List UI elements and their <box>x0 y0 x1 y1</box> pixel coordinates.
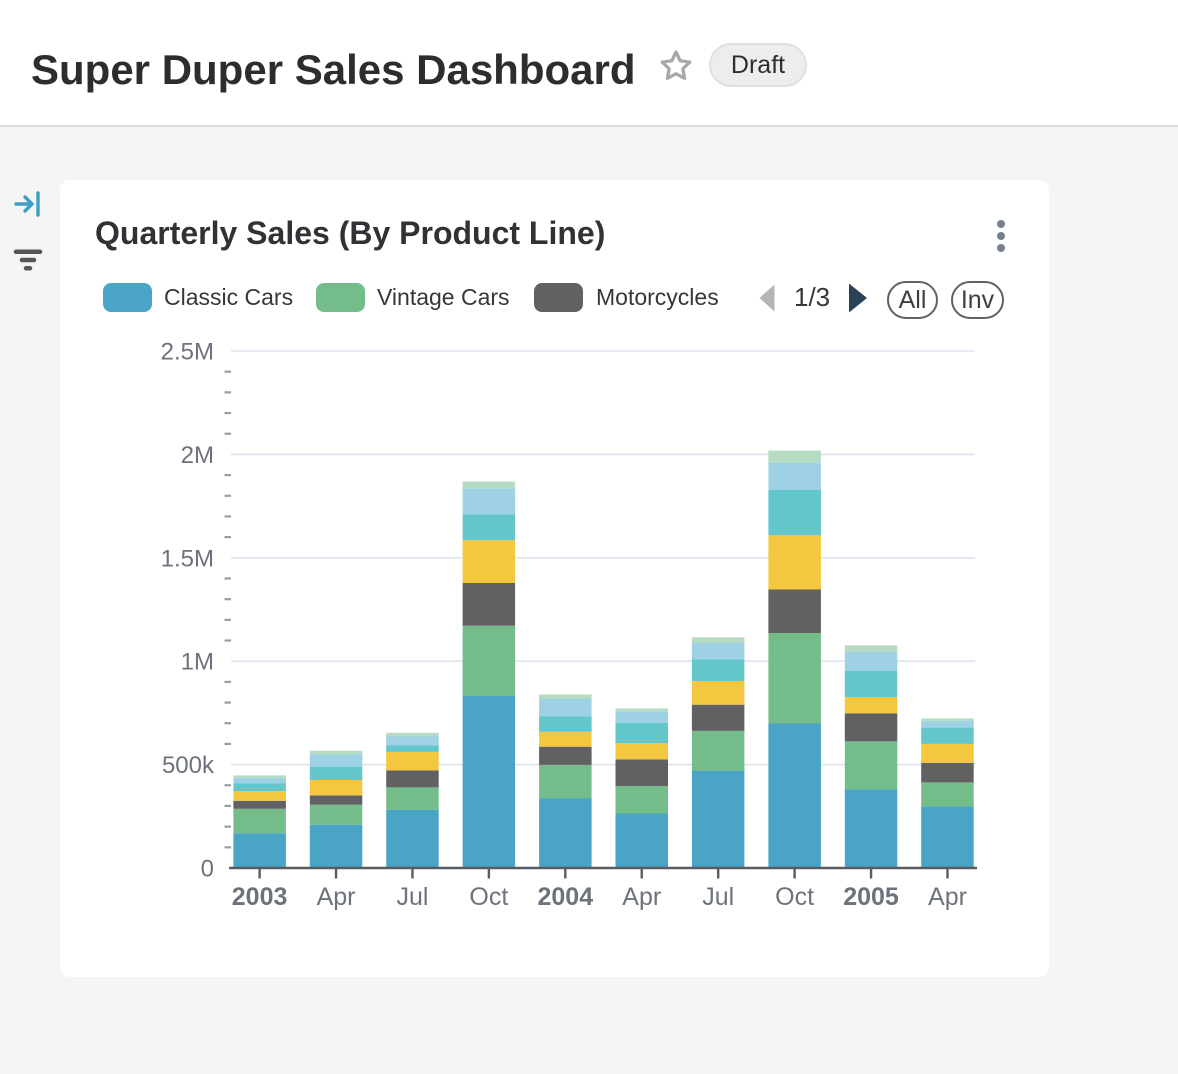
svg-text:Oct: Oct <box>469 883 508 911</box>
svg-text:2M: 2M <box>181 442 214 469</box>
svg-text:Apr: Apr <box>622 883 661 911</box>
svg-text:0: 0 <box>201 856 214 883</box>
svg-text:2004: 2004 <box>538 883 594 911</box>
svg-text:1.5M: 1.5M <box>161 545 214 572</box>
svg-text:2.5M: 2.5M <box>161 339 214 366</box>
svg-text:Apr: Apr <box>317 883 356 911</box>
svg-text:Oct: Oct <box>775 883 814 911</box>
svg-text:1M: 1M <box>181 649 214 676</box>
svg-text:Apr: Apr <box>928 883 967 911</box>
svg-text:2005: 2005 <box>843 883 899 911</box>
svg-text:Jul: Jul <box>702 883 734 911</box>
svg-text:500k: 500k <box>162 752 215 779</box>
svg-text:Jul: Jul <box>396 883 428 911</box>
svg-text:2003: 2003 <box>232 883 288 911</box>
